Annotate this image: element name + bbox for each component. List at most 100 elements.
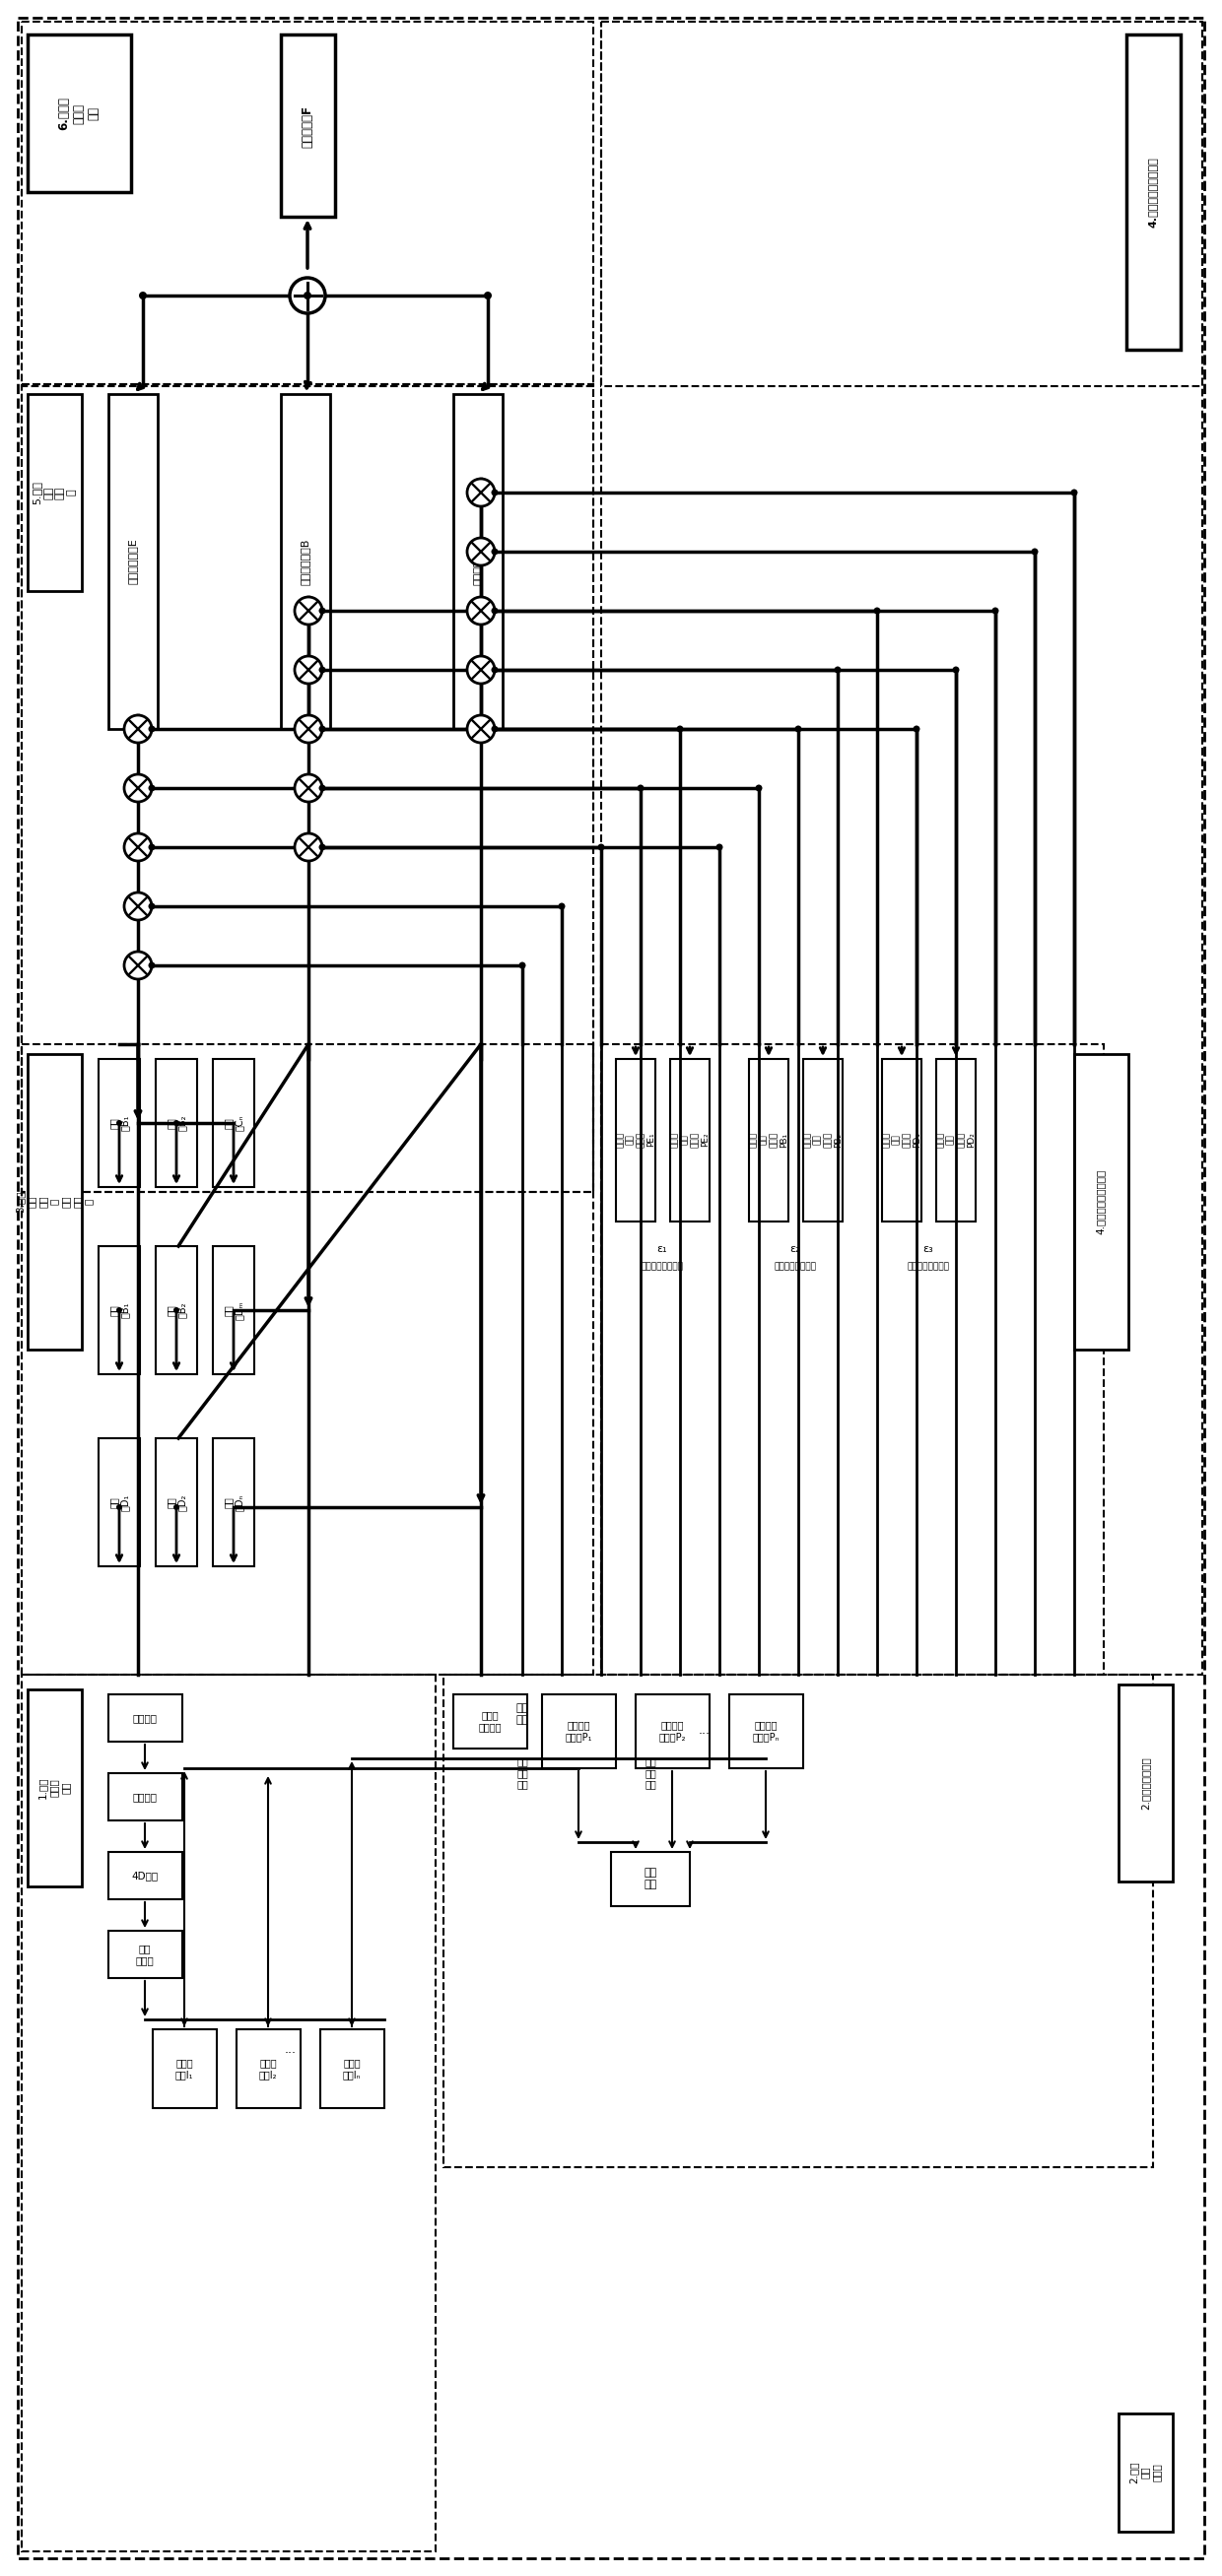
Text: ε₂: ε₂ bbox=[791, 1244, 800, 1255]
Circle shape bbox=[319, 608, 326, 613]
Bar bbox=[22, 1674, 435, 2550]
Circle shape bbox=[125, 716, 152, 742]
Circle shape bbox=[558, 902, 565, 909]
Bar bbox=[444, 1674, 1154, 2166]
Text: ...: ... bbox=[285, 2043, 297, 2056]
Bar bbox=[28, 1054, 82, 1350]
Text: 4.引导滤波优化决策图: 4.引导滤波优化决策图 bbox=[1096, 1170, 1106, 1234]
Circle shape bbox=[148, 786, 155, 791]
Bar bbox=[109, 394, 158, 729]
Circle shape bbox=[484, 291, 491, 299]
Text: 边缘
层Cₙ: 边缘 层Cₙ bbox=[222, 1115, 244, 1131]
Text: 光场图像: 光场图像 bbox=[132, 1713, 158, 1723]
Bar bbox=[601, 21, 1202, 386]
Text: 4.引导滤波优化决策图: 4.引导滤波优化决策图 bbox=[1149, 157, 1158, 227]
Text: 细节
层D₂: 细节 层D₂ bbox=[166, 1494, 187, 1510]
Text: 边缘层
优化
决策图
PE₁: 边缘层 优化 决策图 PE₁ bbox=[616, 1131, 655, 1149]
Bar bbox=[281, 394, 330, 729]
Text: 6.特征层
融合和
重量: 6.特征层 融合和 重量 bbox=[57, 95, 100, 129]
Text: 细节
层Dₙ: 细节 层Dₙ bbox=[222, 1494, 244, 1510]
Text: 清晰度
评价函数: 清晰度 评价函数 bbox=[478, 1710, 501, 1731]
Text: 作为
引导
图像: 作为 引导 图像 bbox=[645, 1757, 656, 1790]
Text: 数字
重聚焦: 数字 重聚焦 bbox=[136, 1945, 154, 1965]
Bar bbox=[99, 1437, 141, 1566]
Bar bbox=[730, 1695, 803, 1767]
Circle shape bbox=[467, 538, 495, 567]
Bar bbox=[936, 1059, 975, 1221]
Text: 初步融合
决策图P₂: 初步融合 决策图P₂ bbox=[659, 1721, 686, 1741]
Circle shape bbox=[174, 1504, 180, 1510]
Circle shape bbox=[174, 1306, 180, 1314]
Text: 2.计算初步决策图: 2.计算初步决策图 bbox=[1140, 1757, 1150, 1808]
Bar bbox=[1118, 2414, 1173, 2532]
Bar bbox=[213, 1059, 254, 1188]
Text: 基础层优化决策图: 基础层优化决策图 bbox=[774, 1262, 816, 1270]
Bar bbox=[109, 1932, 182, 1978]
Bar bbox=[1074, 1054, 1128, 1350]
Bar bbox=[153, 2030, 216, 2107]
Text: 细节
层D₁: 细节 层D₁ bbox=[109, 1494, 130, 1510]
Text: 边缘
层B₂: 边缘 层B₂ bbox=[166, 1115, 187, 1131]
Text: 引导
滤波: 引导 滤波 bbox=[516, 1703, 529, 1726]
Bar bbox=[22, 384, 593, 1193]
Bar bbox=[213, 1247, 254, 1373]
Circle shape bbox=[491, 667, 499, 672]
Circle shape bbox=[1070, 489, 1078, 497]
Bar bbox=[1118, 1685, 1173, 1880]
Bar bbox=[28, 394, 82, 590]
Circle shape bbox=[491, 489, 499, 497]
Circle shape bbox=[467, 716, 495, 742]
Text: 基础层
优化
决策图
PB₂: 基础层 优化 决策图 PB₂ bbox=[803, 1131, 843, 1149]
Bar bbox=[670, 1059, 710, 1221]
Bar bbox=[28, 33, 131, 193]
Text: 细节层
优化
决策图
PD₂: 细节层 优化 决策图 PD₂ bbox=[936, 1131, 975, 1149]
Circle shape bbox=[491, 726, 499, 732]
Bar bbox=[22, 21, 593, 386]
Circle shape bbox=[491, 608, 499, 613]
Text: 边缘
层B₁: 边缘 层B₁ bbox=[109, 1115, 130, 1131]
Circle shape bbox=[295, 657, 323, 683]
Bar bbox=[1127, 33, 1180, 350]
Circle shape bbox=[467, 657, 495, 683]
Bar bbox=[22, 384, 593, 1193]
Circle shape bbox=[148, 845, 155, 850]
Bar bbox=[28, 1690, 82, 1886]
Circle shape bbox=[125, 835, 152, 860]
Circle shape bbox=[303, 291, 312, 299]
Circle shape bbox=[295, 716, 323, 742]
Text: 全焦点图像F: 全焦点图像F bbox=[301, 106, 314, 147]
Circle shape bbox=[290, 278, 325, 314]
Circle shape bbox=[125, 891, 152, 920]
Bar bbox=[99, 1247, 141, 1373]
Bar bbox=[109, 1772, 182, 1821]
Circle shape bbox=[125, 775, 152, 801]
Circle shape bbox=[148, 961, 155, 969]
Bar bbox=[453, 394, 502, 729]
Text: ε₃: ε₃ bbox=[923, 1244, 934, 1255]
Text: 细节层优化决策图: 细节层优化决策图 bbox=[907, 1262, 949, 1270]
Circle shape bbox=[125, 951, 152, 979]
Circle shape bbox=[716, 845, 723, 850]
Circle shape bbox=[467, 598, 495, 623]
Circle shape bbox=[139, 291, 147, 299]
Circle shape bbox=[491, 549, 499, 554]
Circle shape bbox=[952, 667, 959, 672]
Circle shape bbox=[295, 598, 323, 623]
Circle shape bbox=[677, 726, 683, 732]
Circle shape bbox=[319, 845, 326, 850]
Text: 基础
层B₁: 基础 层B₁ bbox=[109, 1301, 130, 1319]
Text: 基础层
优化
决策图
PB₁: 基础层 优化 决策图 PB₁ bbox=[749, 1131, 788, 1149]
Circle shape bbox=[174, 1121, 180, 1126]
Bar bbox=[155, 1059, 197, 1188]
Circle shape bbox=[1031, 549, 1039, 554]
Circle shape bbox=[992, 608, 998, 613]
Text: ε₁: ε₁ bbox=[657, 1244, 667, 1255]
Bar bbox=[155, 1247, 197, 1373]
Circle shape bbox=[295, 835, 323, 860]
Circle shape bbox=[598, 845, 605, 850]
Text: 融合的细节层D: 融合的细节层D bbox=[473, 538, 483, 585]
Bar bbox=[635, 1695, 710, 1767]
Text: ...: ... bbox=[699, 1723, 710, 1736]
Bar bbox=[22, 1043, 593, 1674]
Bar bbox=[601, 21, 1202, 1674]
